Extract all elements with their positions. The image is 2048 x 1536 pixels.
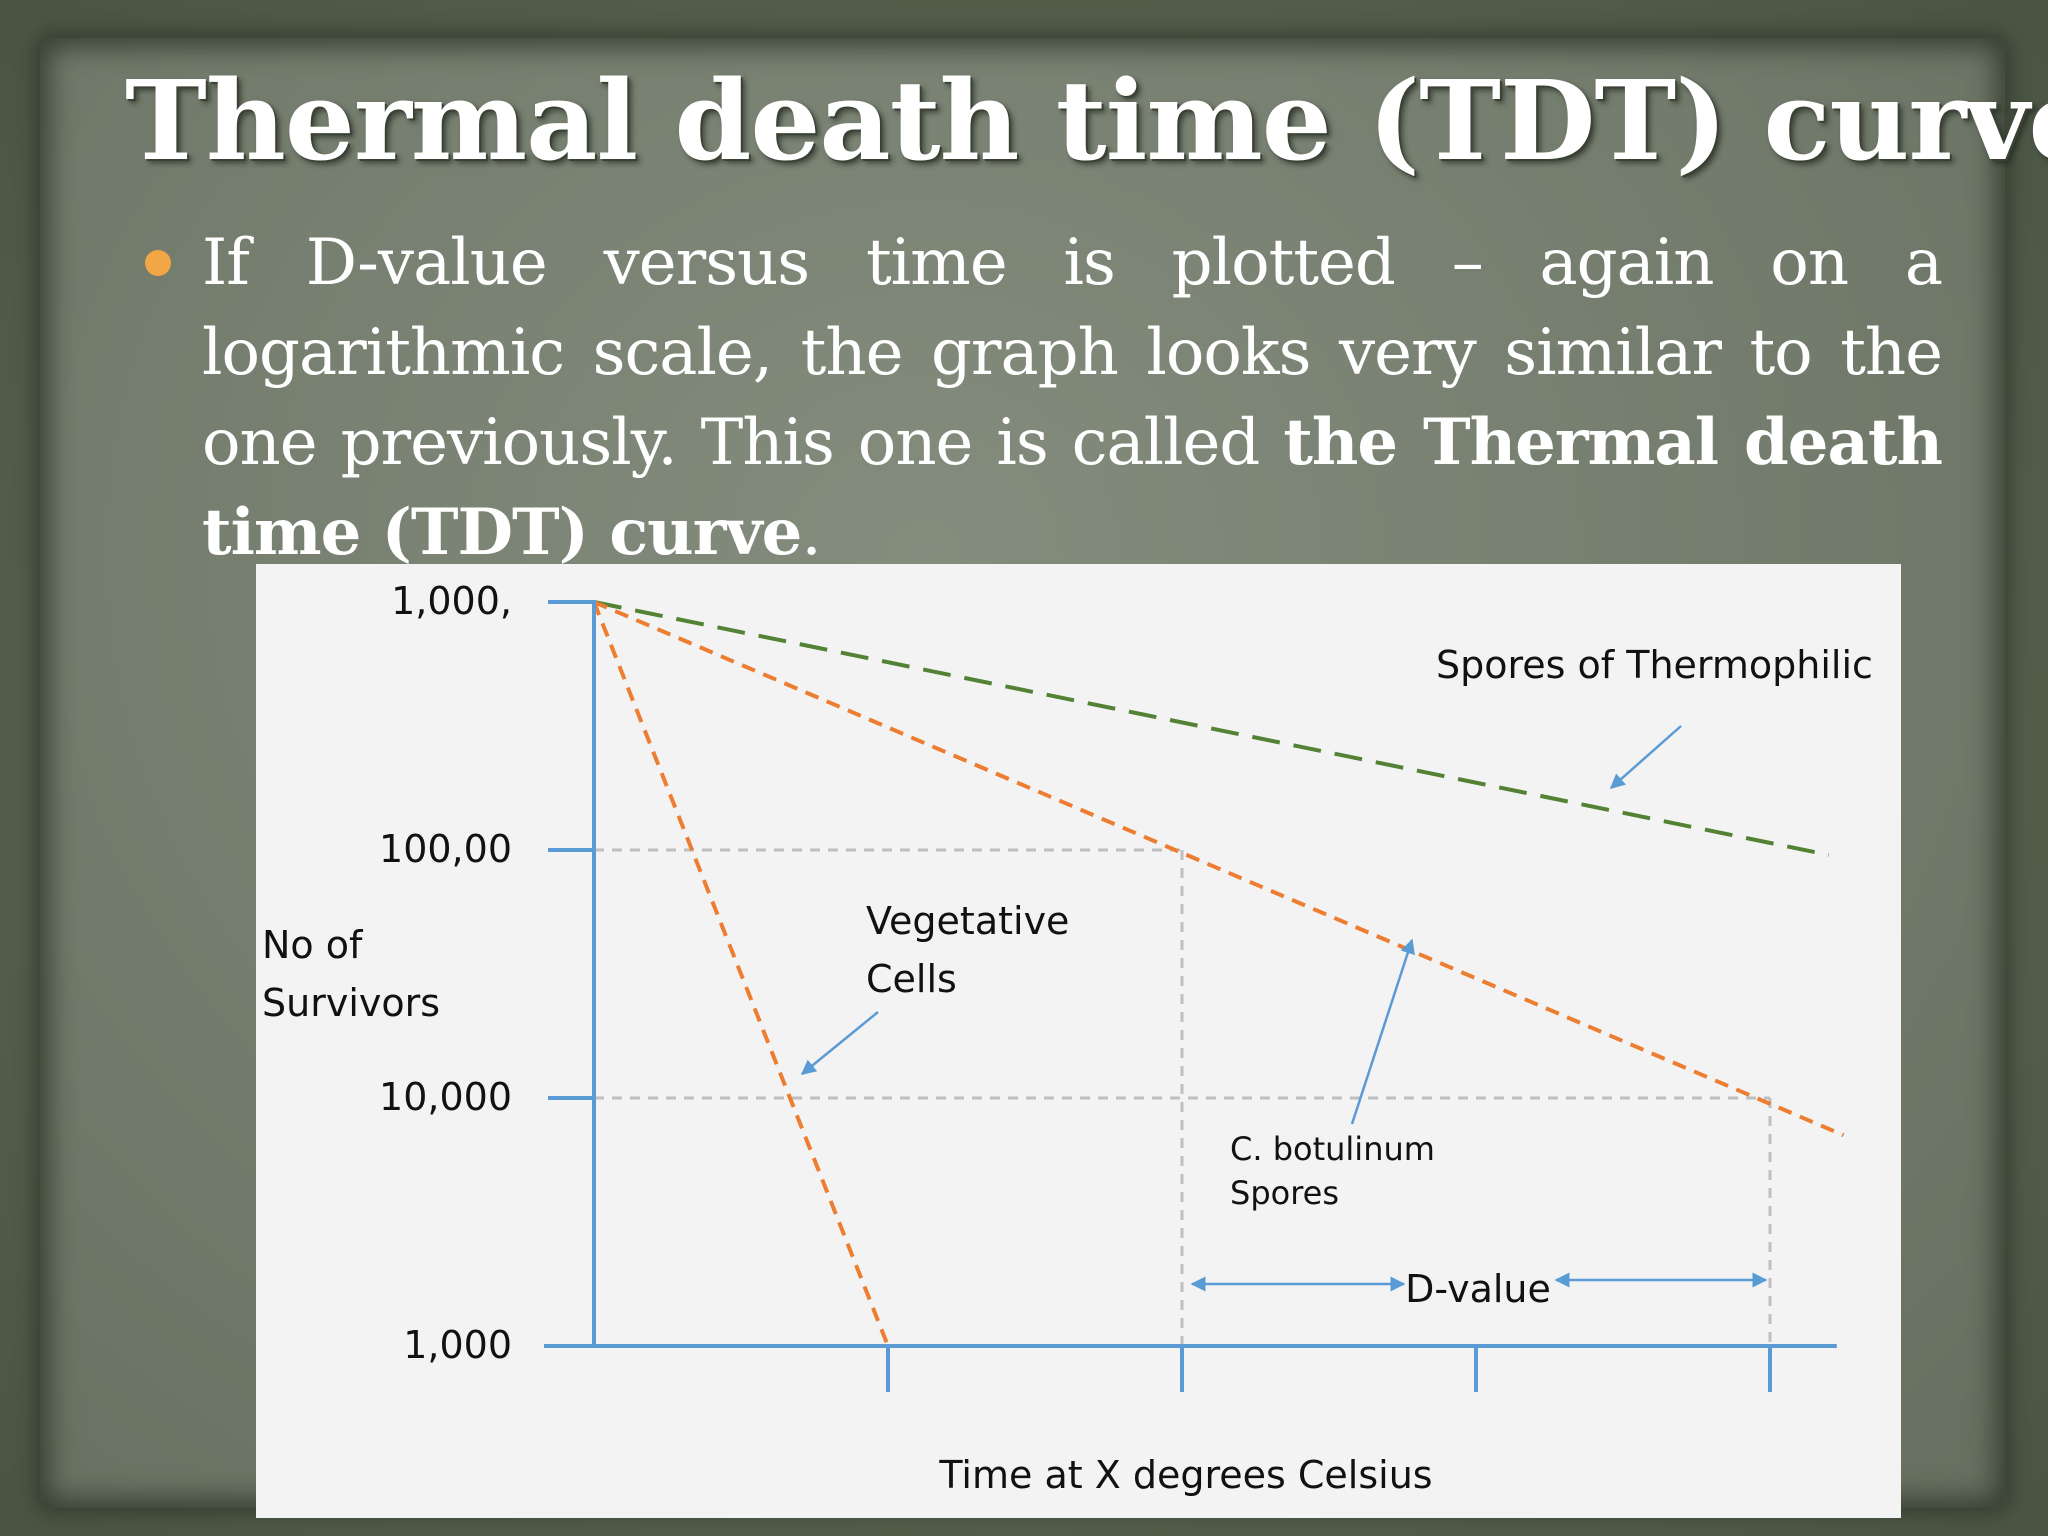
y-axis-label-line2: Survivors (262, 981, 440, 1025)
guide-lines (594, 848, 1772, 1346)
vegetative-label-line2: Cells (866, 957, 957, 1001)
x-axis-label: Time at X degrees Celsius (938, 1453, 1432, 1497)
d-value-label: D-value (1405, 1267, 1551, 1311)
chart-panel: 1,000, 100,00 10,000 1,000 No of Survivors … (256, 564, 1901, 1518)
axes (544, 600, 1837, 1348)
bullet-text: If D-value versus time is plotted – agai… (202, 218, 1943, 578)
x-ticks (886, 1346, 1772, 1392)
series-layer (592, 600, 1845, 1347)
y-tick-label-0: 1,000, (391, 579, 512, 623)
y-ticks: 1,000, 100,00 10,000 1,000 (379, 579, 594, 1367)
slide-title: Thermal death time (TDT) curve (125, 56, 2048, 185)
botulinum-label-line1: C. botulinum (1230, 1130, 1435, 1168)
series-line-2 (592, 601, 890, 1347)
y-axis-label-line1: No of (262, 923, 364, 967)
vegetative-arrow (800, 1011, 879, 1075)
bullet-text-bold: the Thermal death time (TDT) curve (202, 405, 1943, 570)
botulinum-label-line2: Spores (1230, 1174, 1339, 1212)
bullet-text-end: . (801, 496, 821, 570)
bullet-text-main: If D-value versus time is plotted – agai… (202, 226, 1943, 480)
series-line-0 (593, 600, 1830, 857)
y-tick-label-2: 10,000 (379, 1075, 512, 1119)
thermophilic-label: Spores of Thermophilic (1436, 643, 1873, 687)
y-tick-label-1: 100,00 (379, 827, 512, 871)
series-line-1 (593, 600, 1845, 1138)
bullet-dot-icon (145, 250, 171, 276)
thermophilic-arrow (1609, 725, 1682, 789)
vegetative-label-line1: Vegetative (866, 899, 1069, 943)
botulinum-arrow (1350, 938, 1415, 1125)
y-tick-label-3: 1,000 (403, 1323, 512, 1367)
